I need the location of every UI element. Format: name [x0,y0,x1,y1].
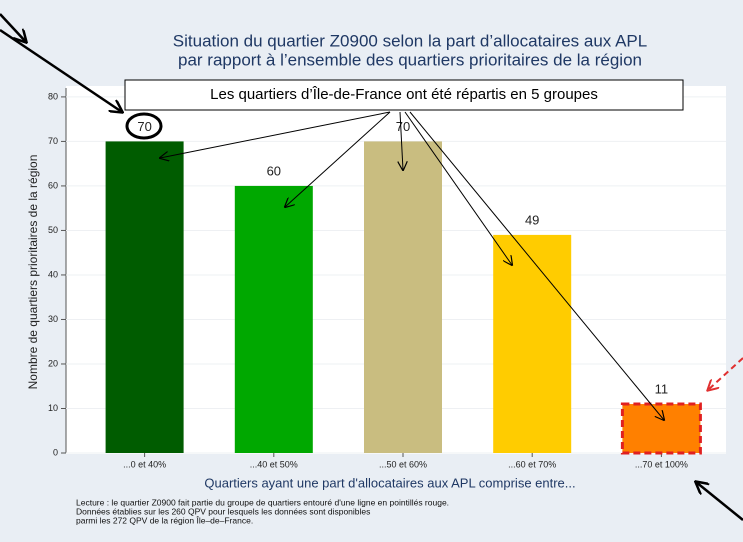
x-tick-label: ...0 et 40% [123,459,166,469]
arrow [400,111,403,170]
arrow [285,111,391,207]
y-axis-title: Nombre de quartiers prioritaires de la r… [26,155,40,390]
note: parmi les 272 QPV de la région Île–de–Fr… [76,515,253,525]
bar [620,402,702,455]
data-label: 49 [525,212,539,227]
y-tick-label: 60 [48,180,58,190]
bar [493,234,572,453]
note: Lecture : le quartier Z0900 fait partie … [76,497,449,507]
data-label: 11 [655,381,669,396]
callout: Les quartiers d’Île-de-France ont été ré… [0,13,743,521]
x-tick-label: ...60 et 70% [508,459,556,469]
x-tick-label: ...70 et 100% [635,459,688,469]
bar [105,141,184,454]
y-tick-label: 10 [48,403,58,413]
note: Données établies sur les 260 QPV pour le… [76,506,370,516]
marks: 0 10 20 30 40 50 60 70 80 ...0 et 40% 70 ...40 et 5… [48,88,726,469]
y-tick-label: 0 [53,447,58,457]
annotation-text: Les quartiers d’Île-de-France ont été ré… [210,86,598,103]
y-tick-label: 30 [48,314,58,324]
chart-title: Situation du quartier Z0900 selon la par… [173,31,647,50]
y-tick-label: 70 [48,136,58,146]
bar [364,141,442,454]
notes: Lecture : le quartier Z0900 fait partie … [76,497,449,525]
annotation-box [124,79,684,111]
x-axis-title: Quartiers ayant une part d'allocataires … [204,475,575,490]
arrow [160,111,391,158]
arrow [696,482,743,521]
bar [234,185,313,454]
data-label: 60 [267,163,281,178]
chart-subtitle: par rapport à l’ensemble des quartiers p… [178,50,642,69]
arrow [708,357,743,390]
y-tick-label: 80 [48,91,58,101]
arrow [404,111,512,265]
highlight-circle [125,112,163,140]
arrow [0,13,26,42]
y-tick-label: 40 [48,269,58,279]
y-tick-label: 50 [48,225,58,235]
data-label: 70 [137,119,151,134]
data-label: 70 [396,119,410,134]
y-tick-label: 20 [48,358,58,368]
arrow [409,111,664,420]
x-tick-label: ...40 et 50% [250,459,298,469]
x-tick-label: ...50 et 60% [379,459,427,469]
